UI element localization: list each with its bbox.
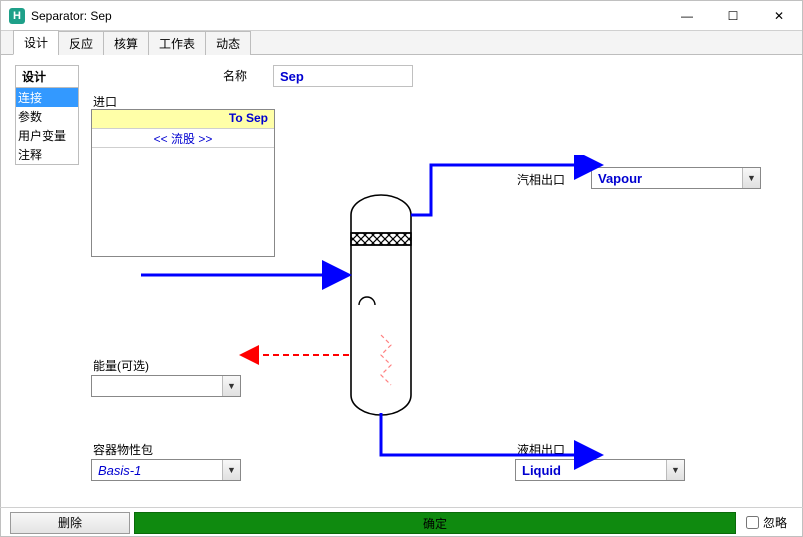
chevron-down-icon[interactable]: ▼ — [666, 460, 684, 480]
side-item-parameters[interactable]: 参数 — [16, 107, 78, 126]
content-area: 设计 连接 参数 用户变量 注释 名称 进口 To Sep << 流股 >> 能… — [1, 55, 802, 508]
minimize-button[interactable]: — — [664, 1, 710, 31]
inlet-row-placeholder[interactable]: << 流股 >> — [92, 129, 274, 148]
tab-worksheet[interactable]: 工作表 — [148, 31, 206, 55]
window-title: Separator: Sep — [31, 9, 112, 23]
liquid-value: Liquid — [516, 463, 666, 478]
liquid-combo[interactable]: Liquid ▼ — [515, 459, 685, 481]
ignore-checkbox[interactable] — [746, 516, 759, 529]
basis-value: Basis-1 — [92, 463, 222, 478]
tab-design[interactable]: 设计 — [13, 30, 59, 55]
app-icon: H — [9, 8, 25, 24]
ok-status-bar[interactable]: 确定 — [134, 512, 736, 534]
ignore-checkbox-wrap[interactable]: 忽略 — [740, 514, 793, 531]
inlet-row-header[interactable]: To Sep — [92, 110, 274, 129]
side-item-notes[interactable]: 注释 — [16, 145, 78, 164]
maximize-button[interactable]: ☐ — [710, 1, 756, 31]
delete-button[interactable]: 删除 — [10, 512, 130, 534]
vapour-combo[interactable]: Vapour ▼ — [591, 167, 761, 189]
basis-combo[interactable]: Basis-1 ▼ — [91, 459, 241, 481]
chevron-down-icon[interactable]: ▼ — [222, 376, 240, 396]
side-panel-title: 设计 — [16, 66, 78, 88]
name-input[interactable] — [273, 65, 413, 87]
tab-dynamics[interactable]: 动态 — [205, 31, 251, 55]
tab-rating[interactable]: 核算 — [103, 31, 149, 55]
side-panel: 设计 连接 参数 用户变量 注释 — [15, 65, 79, 165]
vapour-value: Vapour — [592, 171, 742, 186]
tab-strip: 设计 反应 核算 工作表 动态 — [1, 31, 802, 55]
close-button[interactable]: ✕ — [756, 1, 802, 31]
titlebar: H Separator: Sep — ☐ ✕ — [1, 1, 802, 31]
side-item-user-variables[interactable]: 用户变量 — [16, 126, 78, 145]
chevron-down-icon[interactable]: ▼ — [222, 460, 240, 480]
label-name: 名称 — [223, 67, 247, 84]
energy-combo[interactable]: ▼ — [91, 375, 241, 397]
inlet-list[interactable]: To Sep << 流股 >> — [91, 109, 275, 257]
tab-reaction[interactable]: 反应 — [58, 31, 104, 55]
footer-bar: 删除 确定 忽略 — [0, 507, 803, 537]
label-vapour-out: 汽相出口 — [517, 171, 565, 188]
chevron-down-icon[interactable]: ▼ — [742, 168, 760, 188]
label-inlet: 进口 — [93, 93, 117, 110]
label-liquid-out: 液相出口 — [517, 441, 565, 458]
label-energy: 能量(可选) — [93, 357, 149, 374]
side-item-connections[interactable]: 连接 — [16, 88, 78, 107]
ignore-label: 忽略 — [763, 514, 787, 531]
label-basis: 容器物性包 — [93, 441, 153, 458]
